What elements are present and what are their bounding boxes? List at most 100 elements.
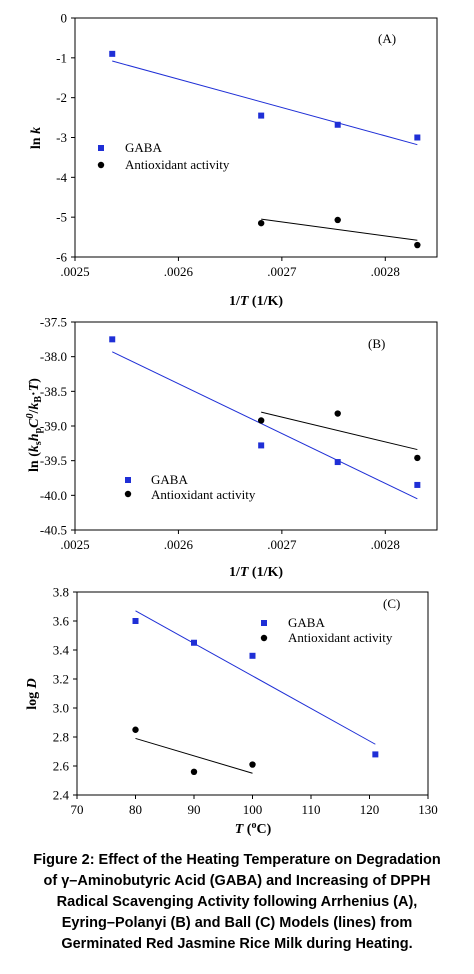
- panel-c-x-label-degree: o: [251, 820, 256, 831]
- panel-b-y-tick-label: -39.5: [40, 453, 67, 468]
- panel-b-y-tick-label: -39.0: [40, 419, 67, 434]
- panel-b-y-label-pre: ln (: [27, 452, 42, 472]
- panel-c-gaba-point: [372, 751, 379, 758]
- panel-c-gaba-point: [249, 652, 256, 659]
- panel-b-y-label-k: k: [27, 445, 42, 452]
- panel-c-y-axis-label: log D: [25, 678, 40, 710]
- panel-a-antioxidant-point: [257, 219, 265, 227]
- caption-line-2: of γ–Aminobutyric Acid (GABA) and Increa…: [43, 873, 431, 889]
- panel-b-x-axis-label: 1/T (1/K): [229, 565, 283, 580]
- panel-c-x-tick-label: 100: [243, 802, 263, 817]
- panel-b-y-tick-label: -38.5: [40, 384, 67, 399]
- panel-a-antioxidant-fit-line: [261, 218, 418, 241]
- panel-b-label: (B): [368, 336, 385, 351]
- caption-line-5: Germinated Red Jasmine Rice Milk during …: [61, 936, 413, 952]
- panel-c-y-tick-label: 3.8: [53, 585, 69, 600]
- panel-b-x-tick-label: .0026: [164, 537, 194, 552]
- panel-b-y-axis-label: ln (kshpC0/kB·T): [25, 378, 44, 472]
- panel-c-chart: 70 80 90 100 110 120 130 3.8 3.6 3.4 3.2 3.0 2.8 2.6 2…: [25, 585, 438, 838]
- panel-b-antioxidant-point: [257, 417, 265, 424]
- panel-c-antioxidant-point: [132, 726, 139, 733]
- panel-b-x-tick-label: .0025: [60, 537, 89, 552]
- panel-b-legend-antioxidant-marker: [124, 490, 132, 498]
- panel-a-chart: .0025 .0026 .0027 .0028 0 -1 -2 -3 -4 -5 -6 (A) GA…: [29, 11, 438, 309]
- panel-b-y-label-s: s: [33, 441, 44, 445]
- panel-b-marks: [109, 336, 421, 500]
- panel-c-x-tick-label: 70: [71, 802, 84, 817]
- panel-b-y-label-dot: ·: [27, 391, 42, 396]
- panel-b-gaba-point: [334, 459, 341, 466]
- panel-c-x-tick-label: 90: [188, 802, 201, 817]
- panel-a-y-tick-label: 0: [61, 11, 68, 26]
- panel-c-legend-gaba: GABA: [288, 615, 325, 630]
- panel-b-antioxidant-fit-line: [261, 411, 418, 451]
- panel-a-plot-frame: [74, 17, 438, 258]
- panel-b-gaba-point: [109, 336, 116, 343]
- panel-b-legend-antioxidant: Antioxidant activity: [151, 487, 256, 502]
- panel-c-ticks: 70 80 90 100 110 120 130 3.8 3.6 3.4 3.2 3.0 2.8 2.6 2…: [53, 585, 438, 818]
- panel-c-x-axis-label: T (oC): [235, 820, 272, 837]
- panel-c-antioxidant-point: [249, 761, 256, 768]
- panel-c-y-tick-label: 3.0: [53, 701, 69, 716]
- panel-a-legend-gaba-marker: [98, 145, 104, 151]
- panel-c-y-label-d: D: [25, 678, 40, 689]
- panel-b-legend: GABA Antioxidant activity: [124, 472, 256, 502]
- panel-c-legend-antioxidant: Antioxidant activity: [288, 630, 393, 645]
- panel-a-legend-gaba: GABA: [125, 140, 162, 155]
- panel-a-y-axis-label-ln: ln: [29, 134, 44, 149]
- panel-c-antioxidant-fit-line: [135, 737, 253, 774]
- panel-a-legend-antioxidant-marker: [97, 161, 105, 169]
- panel-b-y-tick-label: -38.0: [40, 349, 67, 364]
- panel-c-y-tick-label: 2.4: [53, 788, 70, 803]
- panel-b-y-label-close: ): [27, 378, 42, 383]
- panel-c-y-tick-label: 3.2: [53, 672, 69, 687]
- panel-c-antioxidant-point: [190, 768, 198, 775]
- panel-c-y-tick-label: 2.6: [53, 759, 70, 774]
- panel-a-ticks: .0025 .0026 .0027 .0028 0 -1 -2 -3 -4 -5 -6: [56, 11, 400, 280]
- panel-a-legend-antioxidant: Antioxidant activity: [125, 157, 230, 172]
- caption-line-1: Figure 2: Effect of the Heating Temperat…: [33, 852, 441, 868]
- caption-line-3: Radical Scavenging Activity following Ar…: [56, 894, 418, 910]
- panel-b-x-tick-label: .0027: [267, 537, 297, 552]
- panel-c-x-tick-label: 80: [129, 802, 142, 817]
- panel-a-y-axis-label-k: k: [29, 127, 44, 134]
- panel-c-gaba-fit-line: [135, 610, 376, 745]
- panel-c-x-tick-label: 110: [301, 802, 320, 817]
- panel-c-x-label-open: (: [243, 822, 252, 837]
- panel-c-legend: GABA Antioxidant activity: [260, 615, 393, 645]
- panel-a-legend: GABA Antioxidant activity: [97, 140, 230, 172]
- panel-a-x-tick-label: .0026: [164, 264, 194, 279]
- panel-b-gaba-point: [414, 481, 421, 488]
- panel-b-y-label-p: p: [33, 427, 44, 433]
- panel-c-marks: [132, 610, 379, 775]
- panel-c-y-tick-label: 3.4: [53, 643, 70, 658]
- panel-b-x-tick-label: .0028: [371, 537, 400, 552]
- panel-b-y-label-kb: k: [27, 403, 42, 410]
- panel-a-gaba-point: [258, 112, 265, 119]
- figure-caption: Figure 2: Effect of the Heating Temperat…: [0, 850, 474, 955]
- panel-c-x-label-t: T: [235, 822, 245, 837]
- panel-a-x-axis-label-t: T: [240, 294, 250, 309]
- panel-b-y-tick-label: -37.5: [40, 315, 67, 330]
- panel-a-x-tick-label: .0028: [371, 264, 400, 279]
- panel-b-y-label-c: C: [27, 418, 42, 428]
- panel-c-y-tick-label: 2.8: [53, 730, 69, 745]
- panel-c-legend-gaba-marker: [261, 620, 267, 626]
- panel-b-y-label-b: B: [33, 396, 44, 403]
- panel-c-label: (C): [383, 596, 400, 611]
- panel-a-y-tick-label: -4: [56, 170, 67, 185]
- panel-a-antioxidant-point: [334, 216, 341, 224]
- panel-c-y-label-log: log: [25, 688, 40, 709]
- panel-c-x-tick-label: 130: [418, 802, 438, 817]
- panel-a-x-axis-label: 1/T (1/K): [229, 294, 283, 309]
- panel-b-ticks: .0025 .0026 .0027 .0028 -37.5 -38.0 -38.5 -39.0…: [40, 315, 400, 553]
- panel-b-x-axis-label-t: T: [240, 565, 250, 580]
- panel-a-marks: [109, 50, 421, 249]
- panel-b-gaba-point: [258, 442, 265, 449]
- panel-a-y-tick-label: -5: [56, 210, 67, 225]
- panel-c-x-tick-label: 120: [360, 802, 380, 817]
- panel-b-antioxidant-point: [414, 454, 421, 462]
- panel-c-gaba-point: [132, 618, 139, 624]
- caption-line-4: Eyring–Polanyi (B) and Ball (C) Models (…: [61, 915, 413, 931]
- panel-c-y-tick-label: 3.6: [53, 614, 70, 629]
